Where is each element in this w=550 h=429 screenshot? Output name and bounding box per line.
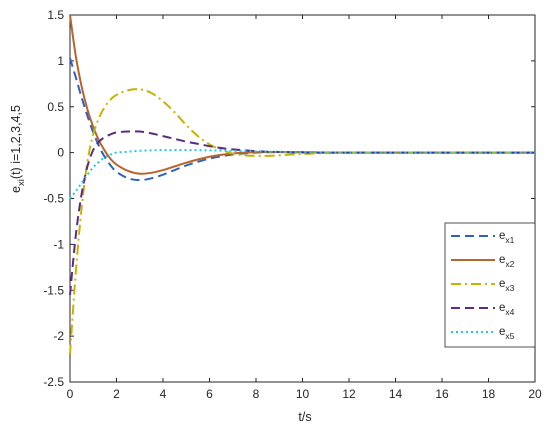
x-tick-label: 8 — [253, 387, 260, 401]
y-tick-label: 1.5 — [47, 8, 64, 22]
series-line-x5 — [69, 149, 535, 200]
x-tick-label: 10 — [296, 387, 310, 401]
legend-label-x4: ex4 — [499, 302, 515, 317]
x-tick-label: 4 — [160, 387, 167, 401]
y-axis-label-main: e — [9, 186, 23, 193]
x-tick-label: 16 — [435, 387, 449, 401]
legend-label-x3: ex3 — [499, 278, 515, 293]
x-tick-label: 12 — [342, 387, 356, 401]
y-axis-label-rest: (t) i=1,2,3,4,5 — [9, 105, 23, 179]
x-axis-label: t/s — [298, 410, 311, 424]
legend: ex1 ex2 ex3 ex4 ex5 — [444, 222, 536, 348]
legend-label-x1: ex1 — [499, 230, 515, 245]
series-line-x4 — [69, 130, 535, 295]
x-tick-label: 6 — [206, 387, 213, 401]
y-tick-label: 0.5 — [47, 100, 64, 114]
x-tick-label: 14 — [389, 387, 403, 401]
y-tick-label: 0 — [57, 146, 64, 160]
x-tick-label: 2 — [113, 387, 120, 401]
x-tick-label: 20 — [528, 387, 542, 401]
y-tick-label: -1 — [53, 237, 64, 251]
y-tick-label: -2 — [53, 329, 64, 343]
y-axis-label: exi(t) i=1,2,3,4,5 — [9, 105, 27, 193]
series-lines — [69, 14, 535, 355]
x-tick-label: 18 — [482, 387, 496, 401]
legend-label-x2: ex2 — [499, 254, 515, 269]
legend-label-x5: ex5 — [499, 326, 515, 341]
tick-labels: 0 2 4 6 8 10 12 14 16 18 20 -2.5 -2 -1.5 -1 -0.5 0 0.5 1 1.… — [43, 8, 542, 401]
x-tick-label: 0 — [67, 387, 74, 401]
y-tick-label: 1 — [57, 54, 64, 68]
plot-area — [69, 14, 536, 383]
y-tick-label: -0.5 — [43, 192, 64, 206]
y-axis-label-sub: xi — [16, 179, 27, 186]
y-tick-label: -1.5 — [43, 283, 64, 297]
y-tick-label: -2.5 — [43, 375, 64, 389]
